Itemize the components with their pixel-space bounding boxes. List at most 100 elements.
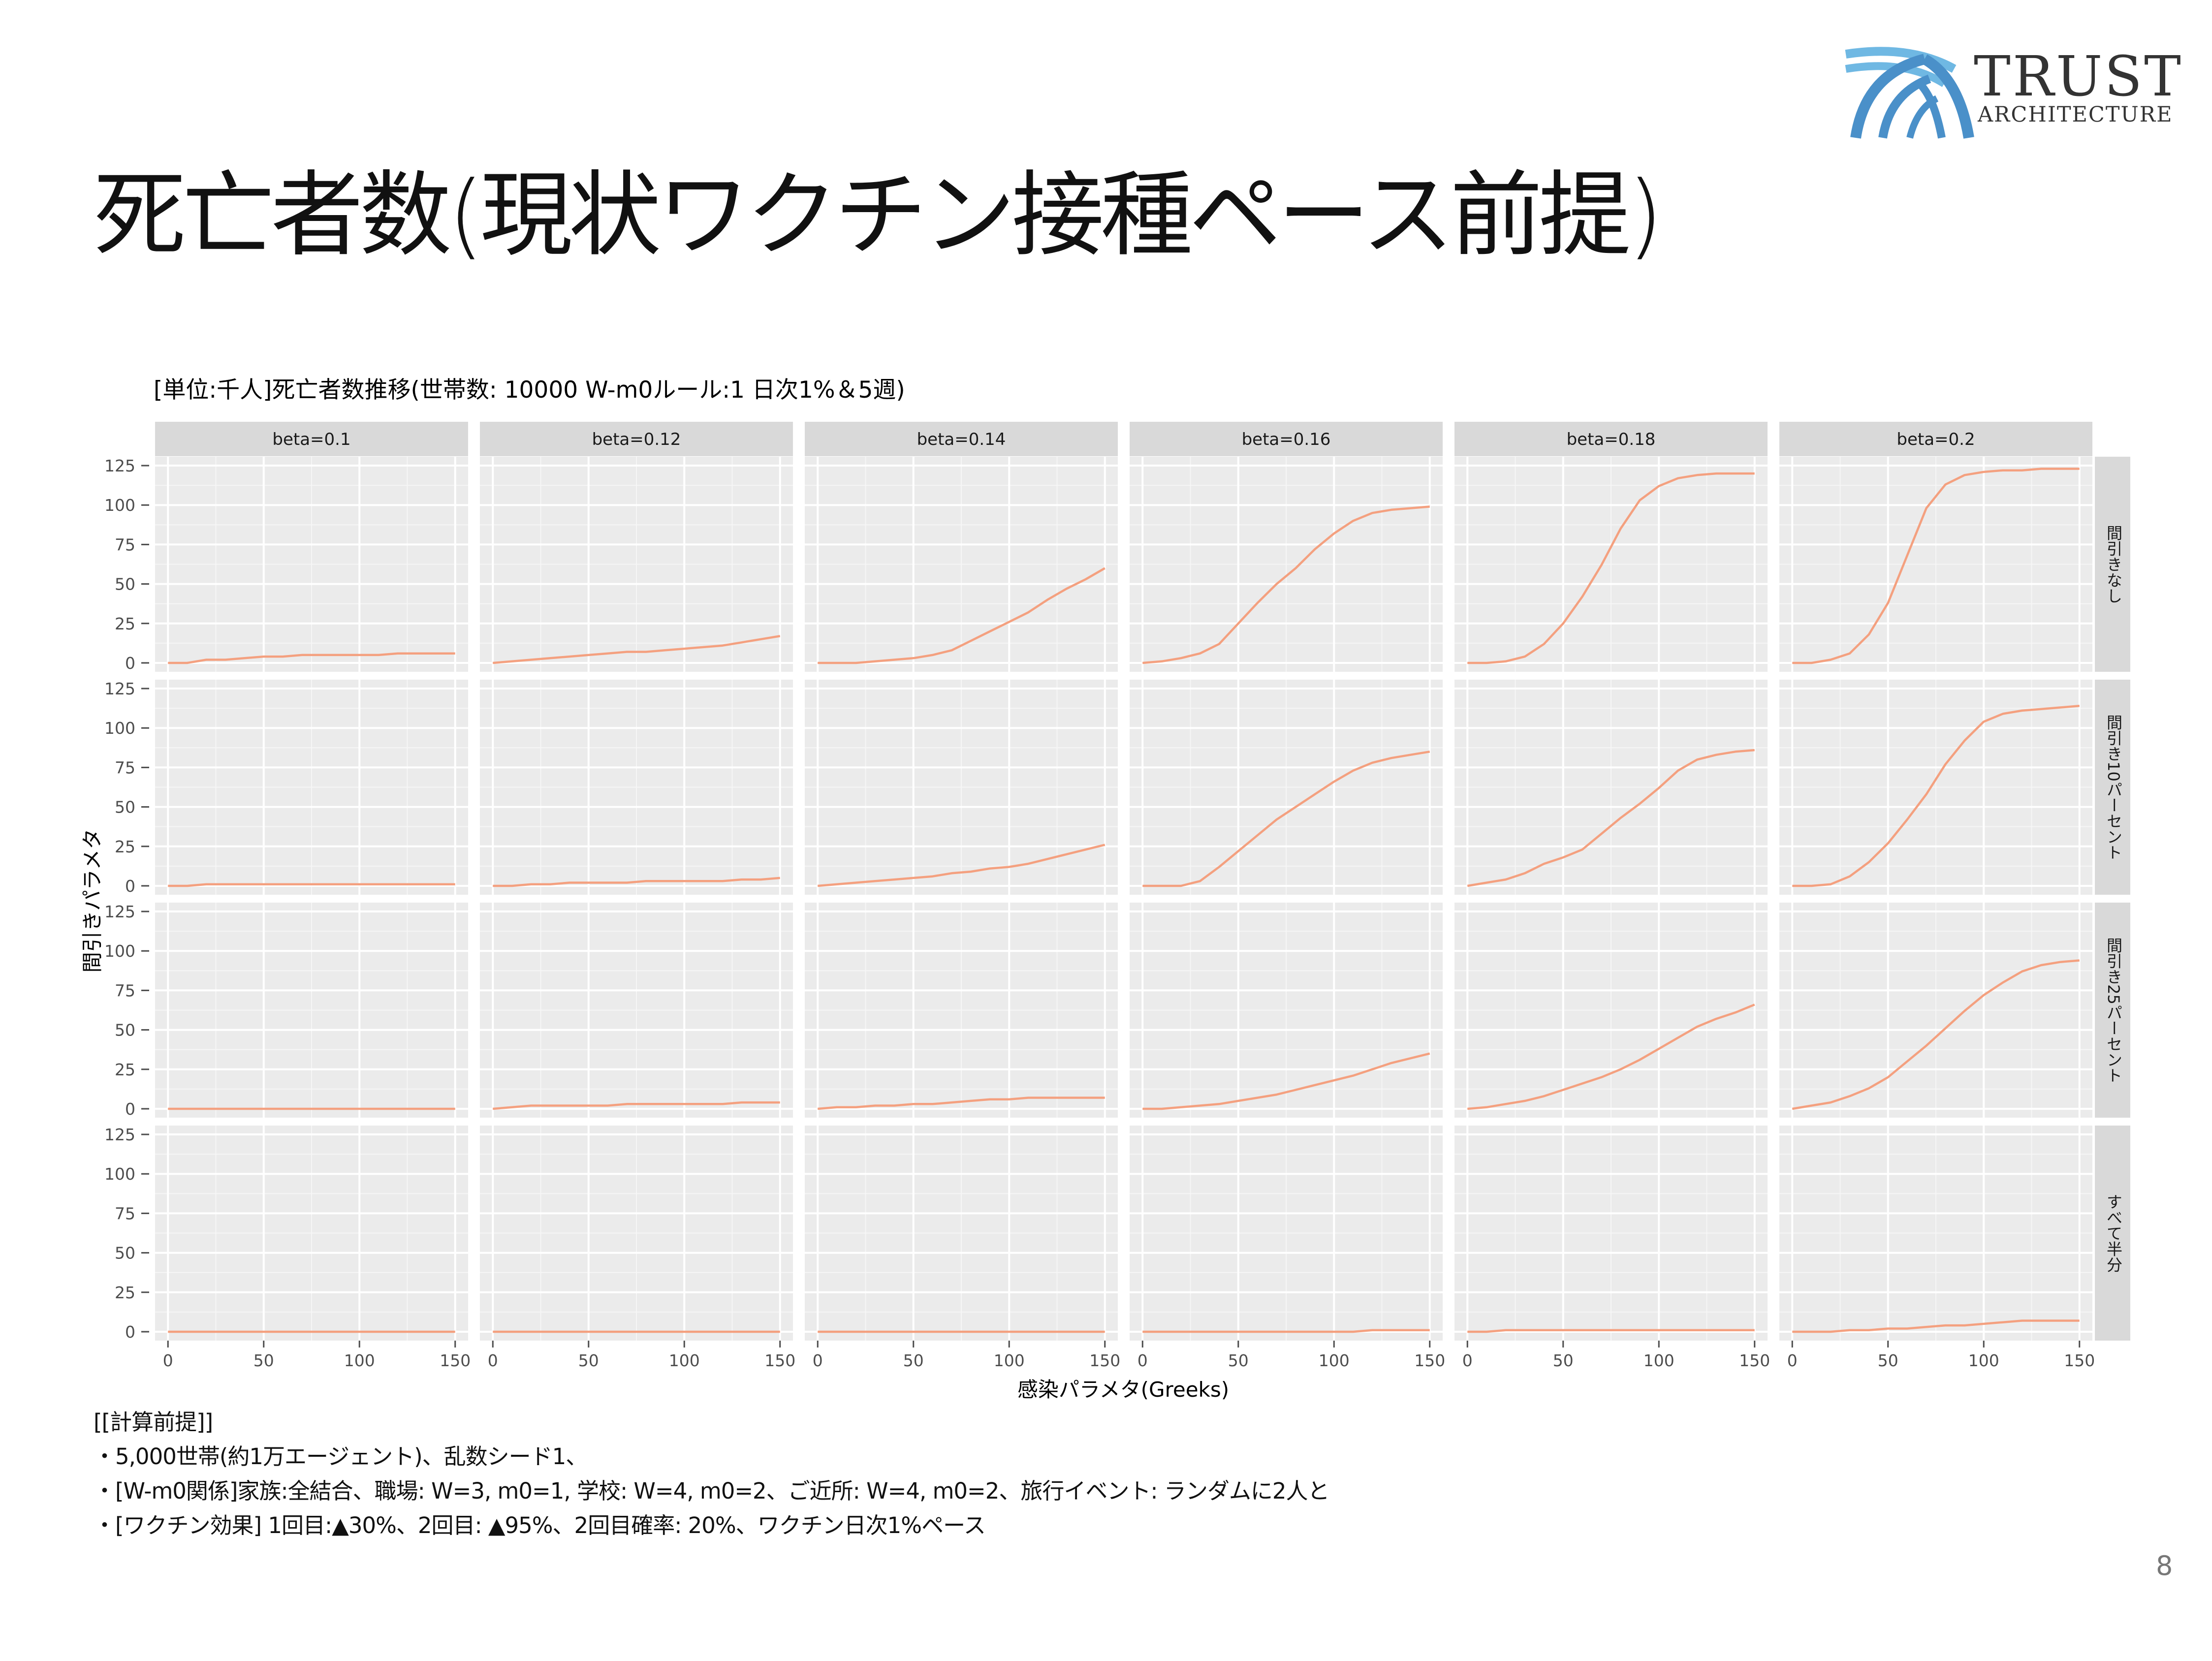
facet-column-label: beta=0.14: [917, 430, 1006, 449]
y-tick-label: 0: [125, 654, 135, 673]
facet-column-label: beta=0.1: [272, 430, 350, 449]
facet-row-label: 間引き25パーセント: [2104, 937, 2123, 1083]
y-tick-label: 25: [115, 614, 135, 633]
facet-row-strip: [2095, 903, 2130, 1118]
y-tick-label: 0: [125, 877, 135, 896]
facet-row-label: 間引きなし: [2104, 525, 2123, 604]
y-tick-label: 25: [115, 837, 135, 856]
y-tick-label: 75: [115, 535, 135, 554]
y-tick-label: 50: [115, 798, 135, 817]
x-tick-label: 50: [253, 1351, 274, 1370]
x-tick-label: 150: [1414, 1351, 1445, 1370]
y-tick-label: 50: [115, 575, 135, 594]
y-tick-label: 25: [115, 1283, 135, 1302]
series-line: [1142, 751, 1430, 887]
facet-column-strip: [1130, 422, 1443, 456]
x-tick-label: 150: [1089, 1351, 1120, 1370]
note-line: [[計算前提]]: [94, 1409, 213, 1435]
x-tick-label: 50: [1553, 1351, 1574, 1370]
x-tick-label: 100: [344, 1351, 375, 1370]
series-line: [818, 567, 1106, 664]
facet-row-strip: [2095, 457, 2130, 672]
series-line: [1792, 705, 2080, 887]
series-line: [1467, 472, 1755, 664]
x-tick-label: 150: [2064, 1351, 2095, 1370]
y-tick-label: 100: [104, 719, 135, 738]
x-tick-label: 100: [994, 1351, 1025, 1370]
facet-row-strip: [2095, 680, 2130, 895]
facet-row-label: 間引き10パーセント: [2104, 714, 2123, 860]
series-line: [818, 844, 1106, 887]
facet-column-strip: [1454, 422, 1768, 456]
y-tick-label: 100: [104, 941, 135, 961]
series-line: [493, 1101, 780, 1110]
y-tick-label: 100: [104, 1164, 135, 1184]
brand-subtitle: ARCHITECTURE: [1978, 102, 2173, 127]
series-line: [1467, 1003, 1755, 1110]
y-tick-label: 50: [115, 1021, 135, 1040]
series-line: [1142, 505, 1430, 664]
x-tick-label: 100: [669, 1351, 700, 1370]
y-tick-label: 75: [115, 758, 135, 777]
x-tick-label: 0: [813, 1351, 823, 1370]
y-tick-label: 125: [104, 902, 135, 921]
chart-title: [単位:千人]死亡者数推移(世帯数: 10000 W-m0ルール:1 日次1%＆…: [154, 376, 905, 404]
x-tick-label: 100: [1968, 1351, 1999, 1370]
logo-arch-icon: [1845, 47, 1974, 139]
y-tick-label: 125: [104, 456, 135, 475]
note-line: ・[ワクチン効果] 1回目:▲30%、2回目: ▲95%、2回目確率: 20%、…: [94, 1512, 986, 1538]
page-title: 死亡者数(現状ワクチン接種ペース前提): [94, 161, 1663, 269]
series-line: [1467, 749, 1755, 887]
x-tick-label: 0: [1787, 1351, 1798, 1370]
facet-column-strip: [155, 422, 468, 456]
facet-column-strip: [805, 422, 1118, 456]
y-tick-label: 100: [104, 496, 135, 515]
series-line: [168, 883, 455, 887]
y-axis-label: 間引きパラメタ: [80, 829, 104, 973]
series-line: [493, 877, 780, 887]
x-tick-label: 0: [163, 1351, 173, 1370]
x-tick-label: 150: [764, 1351, 795, 1370]
y-tick-label: 125: [104, 1125, 135, 1144]
y-tick-label: 0: [125, 1099, 135, 1119]
series-line: [1142, 1329, 1430, 1333]
x-tick-label: 100: [1643, 1351, 1675, 1370]
facet-column-strip: [480, 422, 793, 456]
facet-column-label: beta=0.18: [1567, 430, 1656, 449]
y-tick-label: 25: [115, 1060, 135, 1079]
x-tick-label: 100: [1319, 1351, 1350, 1370]
y-tick-label: 125: [104, 679, 135, 698]
series-line: [1792, 468, 2080, 664]
trust-architecture-logo: [1845, 47, 1974, 139]
facet-column-label: beta=0.16: [1242, 430, 1331, 449]
x-tick-label: 0: [1462, 1351, 1473, 1370]
facet-column-label: beta=0.2: [1896, 430, 1975, 449]
x-tick-label: 0: [1138, 1351, 1148, 1370]
series-line: [168, 652, 455, 664]
series-line: [1792, 1319, 2080, 1333]
series-line: [818, 1097, 1105, 1110]
calculation-notes: [[計算前提]] ・5,000世帯(約1万エージェント)、乱数シード1、 ・[W…: [94, 1405, 1329, 1543]
x-tick-label: 50: [1228, 1351, 1249, 1370]
page-number: 8: [2156, 1550, 2173, 1581]
y-tick-label: 75: [115, 1204, 135, 1223]
x-tick-label: 0: [488, 1351, 498, 1370]
note-line: ・5,000世帯(約1万エージェント)、乱数シード1、: [94, 1443, 588, 1470]
facet-row-strip: [2095, 1126, 2130, 1341]
x-tick-label: 50: [1878, 1351, 1898, 1370]
x-axis-label: 感染パラメタ(Greeks): [1017, 1378, 1229, 1402]
y-tick-label: 75: [115, 981, 135, 1000]
facet-column-strip: [1779, 422, 2092, 456]
x-tick-label: 150: [1739, 1351, 1770, 1370]
x-tick-label: 150: [440, 1351, 471, 1370]
facet-row-label: すべて半分: [2104, 1194, 2123, 1273]
y-tick-label: 50: [115, 1244, 135, 1263]
series-line: [1142, 1052, 1430, 1110]
note-line: ・[W-m0関係]家族:全結合、職場: W=3, m0=1, 学校: W=4, …: [94, 1478, 1329, 1504]
y-tick-label: 0: [125, 1322, 135, 1342]
series-line: [493, 635, 781, 664]
x-tick-label: 50: [578, 1351, 599, 1370]
series-line: [1792, 959, 2080, 1110]
series-line: [1467, 1329, 1755, 1333]
